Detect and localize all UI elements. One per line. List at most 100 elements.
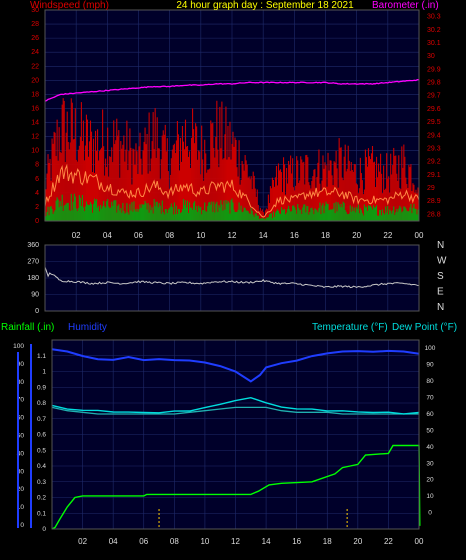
temp-x-tick-label: 20 [353,537,362,546]
barometer-tick-label: 29.4 [427,132,441,139]
wind-x-tick-label: 08 [165,231,174,240]
humidity-line [51,348,420,383]
wind-x-tick-label: 10 [196,231,205,240]
temp-x-tick-label: 00 [415,537,424,546]
rainfall-axis-label: Rainfall (.in) [1,322,54,333]
temperature-tick-label: 40 [426,444,434,451]
temp-panel-frame [51,339,420,530]
temp-x-tick-label: 06 [139,537,148,546]
temp-x-axis: 02 04 06 08 10 12 14 16 18 20 22 00 [78,537,424,546]
wind-panel-frame [44,9,420,222]
rainfall-line [51,444,421,530]
wind-x-tick-label: 06 [134,231,143,240]
wind-x-tick-label: 20 [352,231,361,240]
barometer-tick-label: 29.5 [427,119,441,126]
wind-tick-label: 0 [35,218,39,225]
rainfall-tick-label: 0 [42,526,46,533]
wind-tick-label: 6 [35,176,39,183]
compass-label: S [437,271,444,282]
barometer-tick-label: 30 [427,53,435,60]
barometer-tick-label: 29.6 [427,106,441,113]
wind-gust-bars [44,98,419,221]
rainfall-tick-label: 1 [42,369,46,376]
humidity-tick-label: 50 [17,433,25,440]
rainfall-tick-label: 0.9 [37,384,46,391]
rainfall-tick-label: 0.1 [37,510,46,517]
barometer-tick-label: 30.3 [427,14,441,21]
barometer-tick-label: 30.2 [427,27,441,34]
wind-tick-label: 8 [35,162,39,169]
rainfall-tick-label: 0.6 [37,432,46,439]
humidity-tick-label: 40 [17,450,25,457]
humidity-tick-label: 80 [17,379,25,386]
wind-tick-label: 28 [31,21,39,28]
barometer-tick-label: 29.2 [427,159,441,166]
compass-label: E [437,287,444,298]
temperature-tick-label: 20 [426,477,434,484]
barometer-tick-label: 29.3 [427,145,441,152]
direction-tick-label: 90 [31,292,39,299]
direction-tick-label: 180 [27,275,39,282]
temperature-right-axis: 0 10 20 30 40 50 60 70 80 90 100 [425,345,436,516]
temp-x-tick-label: 14 [262,537,271,546]
barometer-axis-label: Barometer (.in) [372,0,439,11]
wind-x-tick-label: 00 [415,231,424,240]
temperature-axis-label: Temperature (°F) [312,322,388,333]
direction-left-axis: 0 90 180 270 360 [27,242,39,315]
humidity-left-axis: 0 10 20 30 40 50 60 70 80 90 100 [13,343,24,529]
chart-title: 24 hour graph day : September 18 2021 [176,0,354,11]
wind-tick-label: 18 [31,91,39,98]
barometer-tick-label: 30.1 [427,40,441,47]
barometer-line [44,78,420,102]
wind-tick-label: 20 [31,77,39,84]
temperature-tick-label: 50 [426,427,434,434]
barometer-tick-label: 29.1 [427,172,441,179]
temperature-tick-label: 70 [426,395,434,402]
temperature-tick-label: 10 [426,493,434,500]
wind-tick-label: 12 [31,134,39,141]
wind-panel-lines [44,78,420,218]
direction-panel-lines [44,266,420,289]
rainfall-tick-label: 0.7 [37,416,46,423]
wind-x-tick-label: 02 [72,231,81,240]
wind-tick-label: 22 [31,63,39,70]
temperature-tick-label: 0 [428,510,432,517]
temp-x-tick-label: 12 [231,537,240,546]
wind-tick-label: 16 [31,105,39,112]
rainfall-tick-label: 0.4 [37,463,46,470]
wind-tick-label: 14 [31,120,39,127]
temp-x-tick-label: 16 [292,537,301,546]
temp-panel-lines [51,348,421,530]
temp-x-tick-label: 22 [384,537,393,546]
temperature-tick-label: 100 [425,345,436,352]
wind-direction-line [44,266,420,289]
dewpoint-axis-label: Dew Point (°F) [392,322,457,333]
barometer-tick-label: 29.7 [427,93,441,100]
wind-tick-label: 26 [31,35,39,42]
direction-tick-label: 360 [27,242,39,249]
direction-tick-label: 0 [35,308,39,315]
barometer-tick-label: 28.8 [427,211,441,218]
wind-x-tick-label: 22 [383,231,392,240]
wind-axis-label: Windspeed (mph) [30,0,109,11]
temp-x-tick-label: 08 [170,537,179,546]
humidity-tick-label: 20 [17,486,25,493]
barometer-tick-label: 29 [427,185,435,192]
temperature-line [51,396,420,415]
humidity-tick-label: 60 [17,415,25,422]
rainfall-tick-label: 0.5 [37,447,46,454]
wind-tick-label: 24 [31,49,39,56]
temperature-tick-label: 30 [426,460,434,467]
humidity-tick-label: 70 [17,397,25,404]
rainfall-tick-label: 0.8 [37,400,46,407]
wind-tick-label: 4 [35,190,39,197]
barometer-tick-label: 29.9 [427,66,441,73]
humidity-tick-label: 10 [17,504,25,511]
wind-x-tick-label: 12 [228,231,237,240]
compass-label: N [437,240,444,251]
humidity-tick-label: 100 [13,343,24,350]
